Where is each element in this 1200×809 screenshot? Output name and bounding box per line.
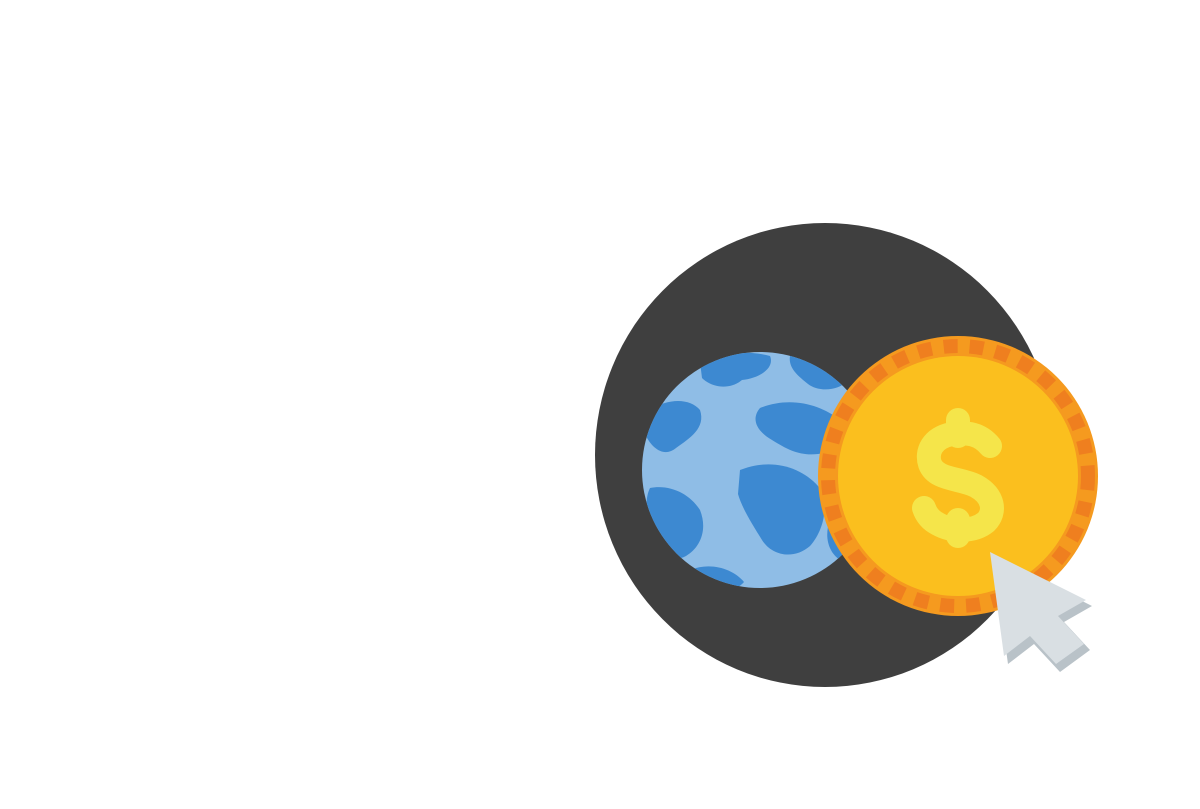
dollar-sign-icon	[912, 408, 1004, 548]
cursor-arrow-icon	[990, 552, 1092, 672]
dollar-coin-icon	[818, 336, 1098, 616]
